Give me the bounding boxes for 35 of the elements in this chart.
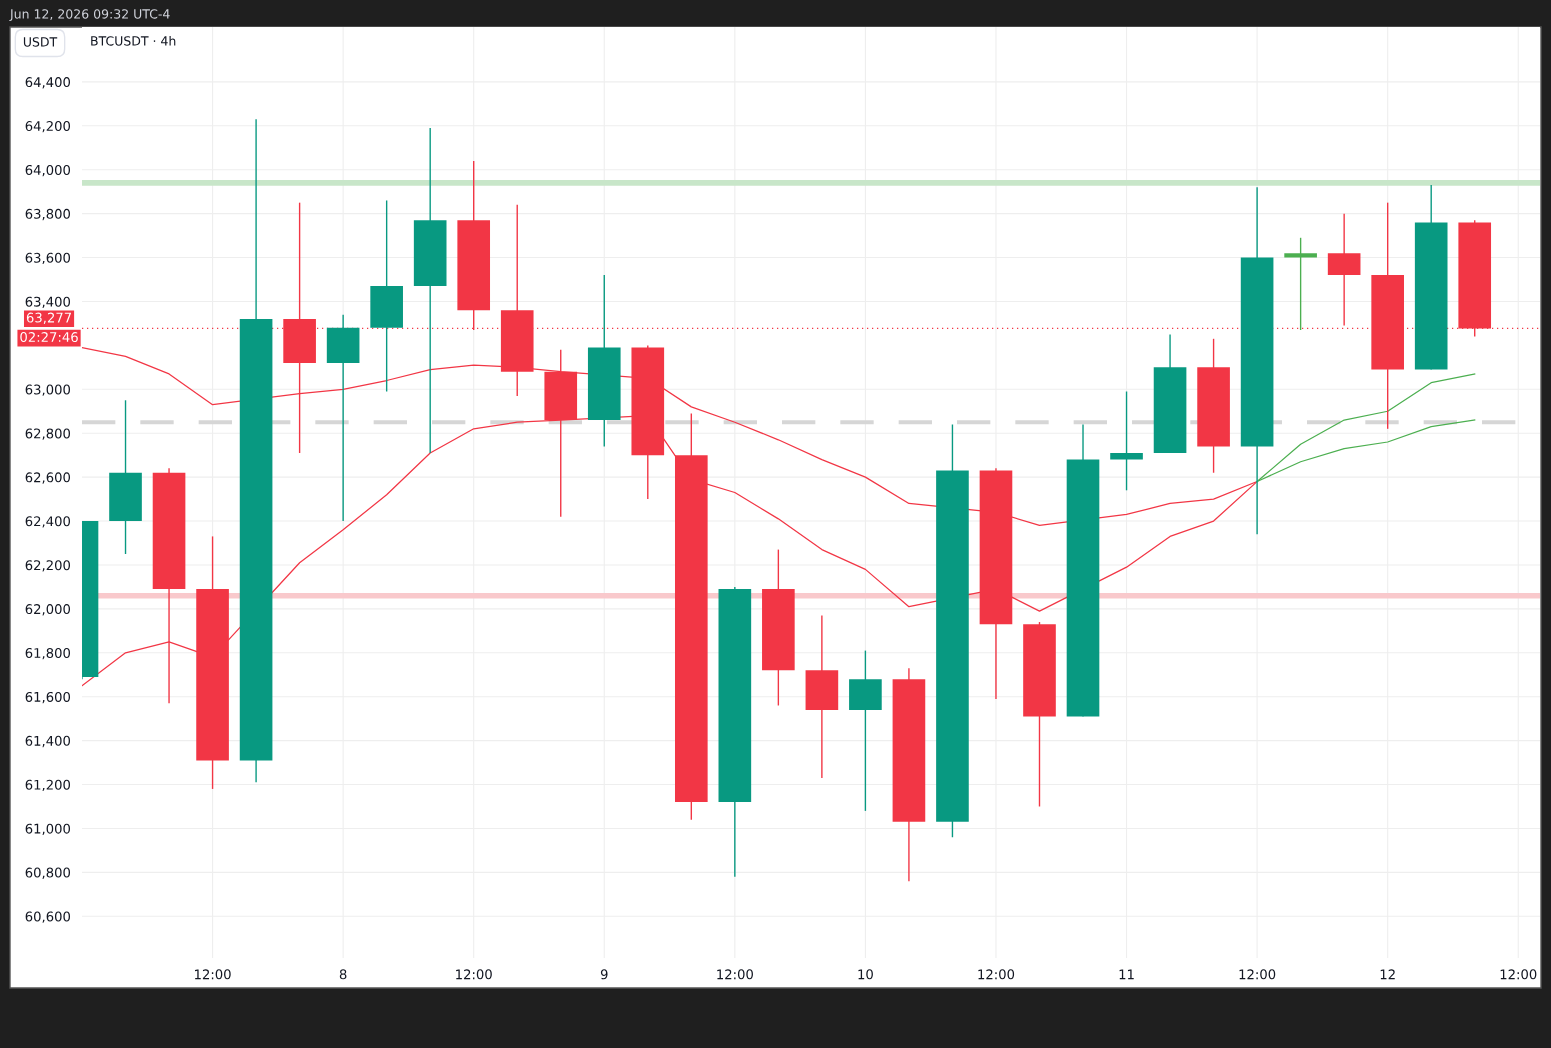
x-tick-label: 9 [600,969,608,980]
x-tick-label: 12:00 [195,969,231,980]
x-tick-label: 12:00 [1239,969,1276,980]
y-tick-label: 62,000 [25,604,71,616]
y-tick-label: 61,600 [25,691,71,704]
y-tick-label: 63,400 [25,296,71,309]
y-tick-label: 61,000 [25,823,71,835]
ref-line-label: 63,277 [26,312,72,324]
y-tick-label: 63,600 [25,252,71,265]
x-tick-label: 10 [858,969,873,980]
text: 02:27:46 [20,332,78,343]
y-axis-title: USDT [23,37,58,47]
y-tick-label: 60,600 [25,911,71,923]
x-tick-label: 12:00 [978,969,1015,980]
x-tick-label: 12:00 [1500,969,1537,980]
y-tick-label: 60,800 [25,867,71,879]
x-tick-label: 11 [1119,969,1134,980]
y-tick-label: 61,800 [25,648,71,660]
y-tick-label: 61,400 [25,735,71,748]
x-tick-label: 12 [1380,969,1395,980]
y-tick-label: 62,800 [25,428,71,440]
y-tick-label: 64,000 [25,164,71,177]
x-tick-label: 12:00 [456,969,492,980]
y-tick-label: 63,000 [25,384,71,396]
x-tick-label: 12:00 [717,969,753,980]
y-tick-label: 62,200 [25,560,71,572]
y-tick-label: 63,800 [25,208,71,221]
y-tick-label: 64,400 [25,77,71,89]
y-tick-label: 62,600 [25,472,71,484]
y-tick-label: 62,400 [25,516,71,528]
text: Jun 12, 2026 09:32 UTC-4 [9,9,170,21]
y-tick-label: 61,200 [25,779,71,792]
y-tick-label: 64,200 [25,121,71,133]
text: BTCUSDT · 4h [91,35,176,46]
x-tick-label: 8 [339,969,347,980]
